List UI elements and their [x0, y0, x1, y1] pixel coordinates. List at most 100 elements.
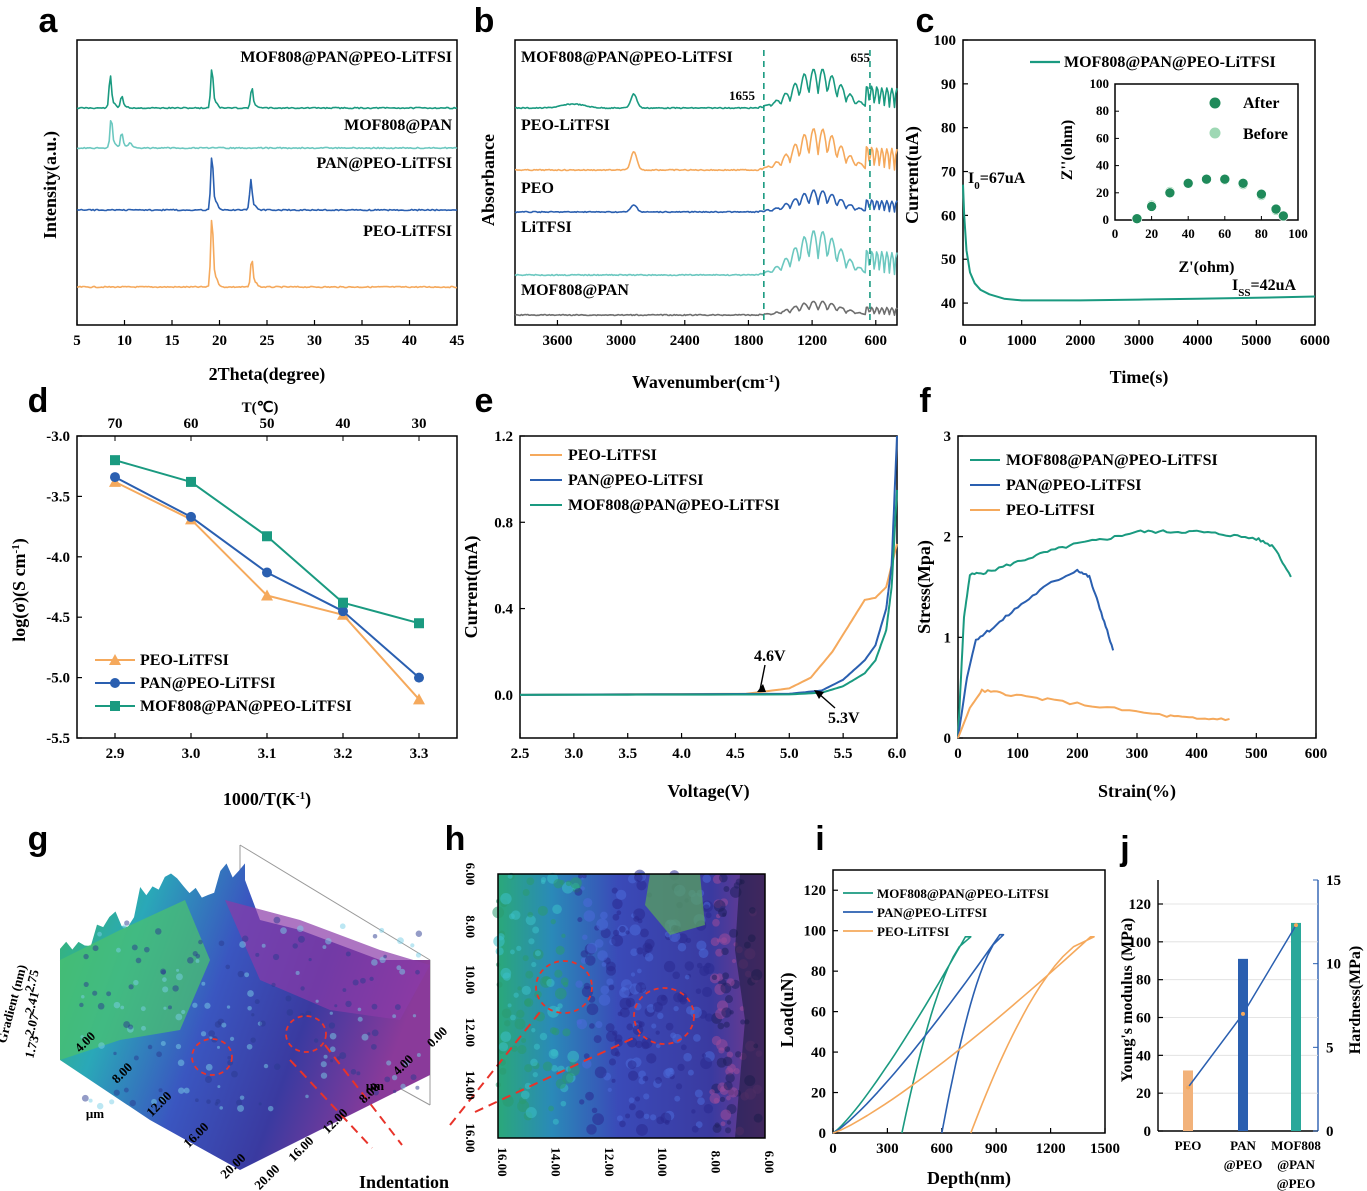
afm-map-texture: [560, 1100, 567, 1107]
panel-letter-b: b: [474, 2, 495, 40]
ca-x-axis-label: Time(s): [1110, 367, 1169, 388]
tensile-legend-label: PAN@PEO-LiTFSI: [1006, 477, 1141, 494]
tensile-x-tick-label: 600: [1305, 746, 1328, 762]
afm-map-texture: [495, 947, 504, 956]
indent-x-tick-label: 1500: [1090, 1141, 1120, 1157]
afm-map-texture: [677, 992, 688, 1003]
lsv-x-tick-label: 5.0: [780, 746, 799, 762]
xrd-x-tick-label: 25: [260, 333, 275, 349]
afm-map-texture: [521, 985, 531, 996]
afm-map-texture: [697, 1097, 705, 1106]
ca-y-tick-label: 100: [934, 33, 957, 49]
eis-after-point: [1164, 187, 1176, 199]
lsv-arrowhead-46: [757, 684, 766, 692]
ftir-trace-label: PEO: [521, 180, 554, 197]
afm-map-texture: [680, 1044, 687, 1051]
afm-texture: [356, 1071, 361, 1076]
afm-map-connector: [474, 1034, 641, 1113]
afm-map-texture: [683, 1052, 692, 1062]
afm-texture: [192, 951, 198, 957]
afm-texture: [342, 988, 347, 992]
afm-map-texture: [740, 1019, 746, 1025]
afm-map-left-tick: 8.00: [463, 915, 478, 938]
afm-map-texture: [531, 961, 537, 968]
ftir-trace-label: MOF808@PAN@PEO-LiTFSI: [521, 49, 733, 66]
ftir-x-tick-label: 3000: [606, 333, 636, 349]
afm-texture: [250, 1037, 256, 1043]
afm-z-tick-label: 2.41: [21, 990, 41, 1016]
afm-map-texture: [517, 986, 522, 991]
afm-texture: [384, 1076, 391, 1083]
afm-map-texture: [583, 1053, 590, 1060]
afm-texture: [204, 1002, 211, 1009]
afm-map-texture: [703, 904, 710, 911]
afm-texture: [399, 968, 406, 975]
ca-iss-annotation: ISS=42uA: [1232, 277, 1297, 299]
afm-map-texture: [634, 873, 643, 882]
bar-category-label: @PEO: [1224, 1157, 1263, 1172]
indent-y-tick-label: 20: [811, 1086, 826, 1102]
indent-y-tick-label: 100: [804, 924, 827, 940]
ftir-x-axis-label: Wavenumber(cm-1): [632, 372, 780, 393]
eis-legend-before-marker: [1209, 127, 1221, 139]
afm-texture: [200, 1031, 207, 1037]
ca-y-axis-label: Current(uA): [902, 126, 923, 224]
afm-texture: [215, 1099, 221, 1104]
afm-texture: [415, 969, 420, 975]
afm-map-texture: [720, 1121, 726, 1127]
afm-texture: [205, 1063, 213, 1071]
afm-map-texture: [718, 933, 731, 945]
afm-texture: [81, 1094, 89, 1102]
bar-y-tick-label: 120: [1129, 897, 1152, 913]
afm-texture: [83, 981, 89, 987]
afm-map-texture: [522, 955, 529, 962]
afm-texture: [372, 933, 378, 939]
afm-texture: [113, 1089, 120, 1096]
eis-after-point: [1146, 201, 1157, 212]
afm-map-texture: [628, 1070, 639, 1081]
tensile-y-tick-label: 1: [944, 630, 952, 646]
afm-map-texture: [710, 937, 720, 946]
arr-x-axis-label: 1000/T(K-1): [223, 789, 311, 810]
afm-texture: [175, 973, 183, 981]
tensile-x-tick-label: 100: [1006, 746, 1029, 762]
afm-map-texture: [586, 1003, 599, 1016]
afm-map-texture: [693, 1034, 701, 1042]
afm-map-texture: [720, 982, 732, 994]
afm-map-texture: [500, 1031, 512, 1043]
afm-map-texture: [625, 997, 636, 1008]
afm-map-texture: [636, 1123, 648, 1136]
afm-map-texture: [722, 1056, 733, 1067]
afm-map-bottom-tick: 8.00: [709, 1151, 724, 1174]
afm-terrain-green: [60, 900, 210, 1060]
indent-y-tick-label: 120: [804, 883, 827, 899]
afm-texture: [246, 1043, 253, 1050]
ftir-reference-label: 655: [851, 50, 871, 65]
lsv-legend-label: MOF808@PAN@PEO-LiTFSI: [568, 497, 780, 514]
ftir-plot-frame: [514, 39, 898, 326]
afm-map-texture: [500, 967, 512, 979]
afm-map-texture: [612, 913, 620, 921]
afm-texture: [322, 945, 327, 950]
afm-texture: [175, 1043, 182, 1050]
afm-texture: [357, 1016, 363, 1022]
afm-map-texture: [582, 873, 587, 879]
ftir-trace-label: LiTFSI: [521, 219, 572, 236]
lsv-x-tick-label: 4.5: [726, 746, 745, 762]
tensile-x-axis-label: Strain(%): [1098, 781, 1176, 802]
afm-texture: [329, 1032, 337, 1040]
afm-map-texture: [677, 1063, 685, 1072]
bar-mark: [1291, 922, 1301, 1131]
afm-map-texture: [510, 949, 515, 955]
afm-map-texture: [514, 1018, 526, 1030]
ftir-series-line: [514, 68, 898, 110]
indent-x-tick-label: 0: [829, 1141, 837, 1157]
afm-map-texture: [528, 938, 535, 945]
eis-y-tick-label: 0: [1103, 212, 1110, 227]
ca-legend-label: MOF808@PAN@PEO-LiTFSI: [1064, 54, 1276, 71]
afm-right-axis-label: μm: [366, 1078, 384, 1093]
xrd-trace-label: MOF808@PAN: [344, 117, 452, 134]
afm-texture: [175, 1013, 183, 1021]
afm-texture: [410, 943, 415, 948]
afm-map-texture: [630, 972, 636, 977]
